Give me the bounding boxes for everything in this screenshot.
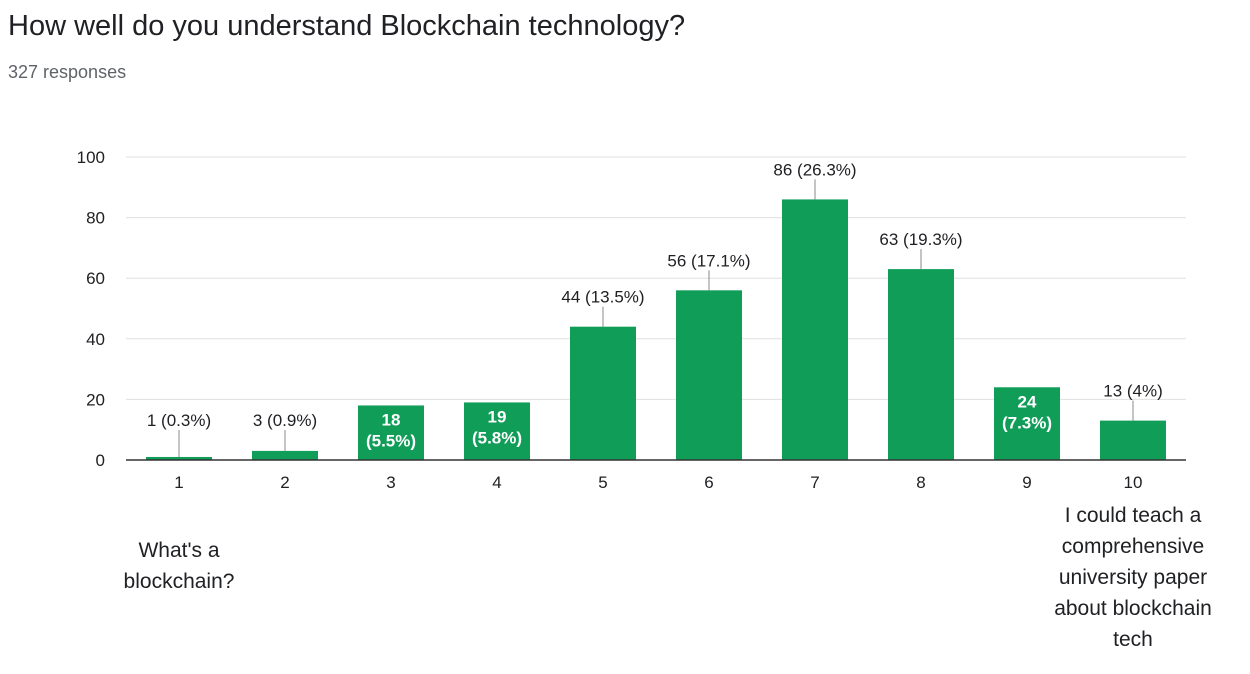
data-label: 19 (5.8%) [472,407,522,447]
y-tick-label: 60 [86,269,105,288]
x-tick-label: 3 [386,473,395,492]
y-tick-label: 100 [77,148,105,167]
data-label: 44 (13.5%) [561,288,644,307]
x-tick-label: 6 [704,473,713,492]
low-end-label: What's a blockchain? [124,539,235,593]
data-labels: 1 (0.3%) 3 (0.9%) 18 (5.5%) 19 (5.8%) 44 (13.5… [147,160,1163,457]
bar [1100,420,1166,460]
data-label: 18 (5.5%) [366,410,416,450]
x-tick-label: 7 [810,473,819,492]
bar [464,402,530,460]
bar [358,405,424,460]
data-label: 86 (26.3%) [773,160,856,179]
x-axis-tick-labels: 1 2 3 4 5 6 7 8 9 10 [174,473,1142,492]
bar [782,199,848,461]
x-tick-label: 1 [174,473,183,492]
data-label: 1 (0.3%) [147,411,211,430]
high-end-label: I could teach a comprehensive university p… [1054,504,1212,651]
data-label: 13 (4%) [1103,382,1163,401]
bar [570,326,636,460]
y-tick-label: 20 [86,390,105,409]
response-count: 327 responses [8,62,127,82]
x-tick-label: 4 [492,473,501,492]
y-tick-label: 40 [86,330,105,349]
y-axis-tick-labels: 0 20 40 60 80 100 [77,148,105,470]
x-tick-label: 2 [280,473,289,492]
data-label: 24 (7.3%) [1002,392,1052,432]
gridlines [126,156,1186,400]
x-tick-label: 8 [916,473,925,492]
bar [888,269,954,460]
question-title: How well do you understand Blockchain te… [8,10,686,42]
bars [146,199,1166,461]
data-label: 56 (17.1%) [667,251,750,270]
x-tick-label: 10 [1124,473,1143,492]
bar [676,290,742,460]
bar [252,450,318,460]
data-label: 3 (0.9%) [253,411,317,430]
x-tick-label: 9 [1022,473,1031,492]
bar [146,456,212,460]
scale-end-labels: What's a blockchain? I could teach a compre… [124,504,1212,651]
data-label: 63 (19.3%) [879,230,962,249]
y-tick-label: 80 [86,209,105,228]
x-tick-label: 5 [598,473,607,492]
y-tick-label: 0 [96,451,105,470]
bar [994,387,1060,460]
